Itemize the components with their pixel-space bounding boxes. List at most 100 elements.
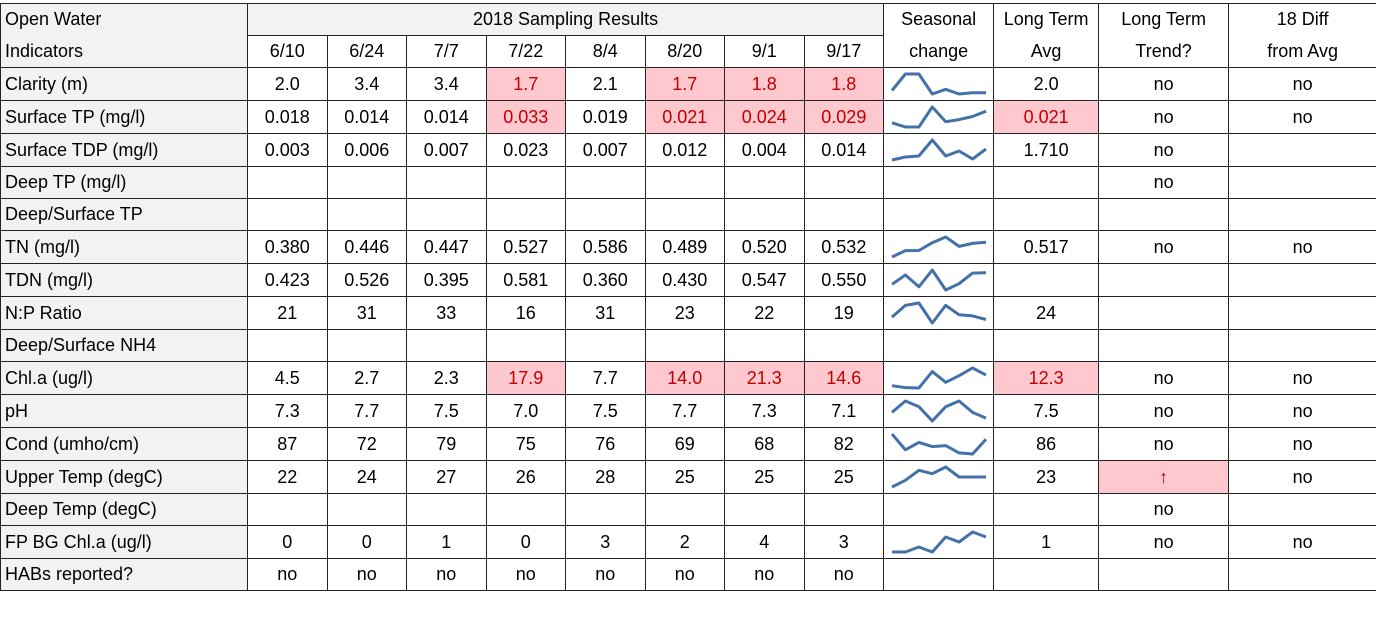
trend-cell: [1098, 329, 1230, 362]
avg-cell: [993, 558, 1100, 591]
value-cell: 0: [326, 525, 407, 559]
value-cell: [644, 166, 725, 199]
avg-cell: 0.517: [993, 230, 1100, 264]
diff-cell: [1228, 198, 1376, 231]
value-cell: 3.4: [326, 67, 407, 101]
trend-cell: no: [1098, 361, 1230, 395]
sparkline-path: [891, 399, 987, 423]
diff-cell: no: [1228, 394, 1376, 428]
value-cell: [406, 166, 487, 199]
results-table: Open Water 2018 Sampling Results Seasonal L…: [0, 3, 1376, 591]
value-cell: [644, 198, 725, 231]
indicator-label: FP BG Chl.a (ug/l): [0, 525, 248, 559]
value-cell: 1.7: [644, 67, 725, 101]
value-cell: 7.5: [406, 394, 487, 428]
data-row: Deep/Surface TP: [0, 198, 1376, 231]
sparkline-path: [891, 138, 988, 162]
avg-cell: 1: [993, 525, 1100, 559]
data-row: TDN (mg/l) 0.423 0.526 0.395 0.581 0.360 0.430…: [0, 263, 1376, 297]
trend-cell: no: [1098, 230, 1230, 264]
value-cell: [565, 166, 646, 199]
avg-cell: [993, 493, 1100, 526]
value-cell: no: [565, 558, 646, 591]
value-cell: 28: [565, 460, 646, 494]
value-cell: 16: [485, 296, 566, 330]
value-cell: 0.033: [485, 100, 566, 134]
avg-cell: 23: [993, 460, 1100, 494]
trend-cell: no: [1098, 133, 1230, 167]
header-cell: change: [883, 35, 995, 68]
value-cell: 2.3: [406, 361, 487, 395]
value-cell: 0.430: [644, 263, 725, 297]
value-cell: 17.9: [485, 361, 566, 395]
indicator-label: Surface TDP (mg/l): [0, 133, 248, 167]
header-cell: Trend?: [1098, 35, 1230, 68]
value-cell: 4: [724, 525, 805, 559]
value-cell: no: [644, 558, 725, 591]
value-cell: 0.586: [565, 230, 646, 264]
value-cell: no: [485, 558, 566, 591]
sparkline-cell: [883, 263, 995, 297]
sparkline: [891, 366, 987, 390]
value-cell: 4.5: [247, 361, 328, 395]
value-cell: 24: [326, 460, 407, 494]
value-cell: 22: [724, 296, 805, 330]
data-row: Deep TP (mg/l) no: [0, 166, 1376, 199]
avg-cell: 2.0: [993, 67, 1100, 101]
value-cell: no: [803, 558, 885, 591]
avg-cell: 7.5: [993, 394, 1100, 428]
value-cell: 79: [406, 427, 487, 461]
avg-cell: [993, 166, 1100, 199]
sparkline-path: [891, 366, 987, 390]
sparkline: [891, 105, 987, 129]
value-cell: 0.014: [803, 133, 885, 167]
avg-cell: 24: [993, 296, 1100, 330]
group-header: 2018 Sampling Results: [246, 3, 885, 36]
value-cell: 7.3: [247, 394, 328, 428]
sparkline-cell: [883, 67, 995, 101]
value-cell: 7.7: [644, 394, 725, 428]
value-cell: 25: [803, 460, 885, 494]
value-cell: [485, 329, 566, 362]
value-cell: [565, 493, 646, 526]
value-cell: 68: [724, 427, 805, 461]
value-cell: [803, 198, 885, 231]
date-header: 7/7: [406, 35, 487, 68]
sparkline-cell: [883, 361, 995, 395]
sparkline-path: [892, 530, 987, 554]
trend-cell: [1098, 263, 1230, 297]
value-cell: [485, 166, 566, 199]
sparkline-path: [890, 433, 988, 456]
value-cell: 0.520: [724, 230, 805, 264]
sparkline-cell: [883, 198, 995, 231]
header-row: Open Water 2018 Sampling Results Seasonal L…: [0, 3, 1376, 36]
value-cell: 31: [326, 296, 407, 330]
value-cell: 3.4: [406, 67, 487, 101]
header-cell: Avg: [993, 35, 1100, 68]
trend-cell: no: [1098, 394, 1230, 428]
sparkline-path: [891, 235, 987, 259]
header-cell: Long Term: [993, 3, 1100, 36]
value-cell: 0.019: [565, 100, 646, 134]
diff-cell: no: [1228, 427, 1376, 461]
indicator-label: N:P Ratio: [0, 296, 248, 330]
value-cell: [803, 166, 885, 199]
value-cell: no: [406, 558, 487, 591]
trend-cell: no: [1098, 525, 1230, 559]
value-cell: 0.024: [724, 100, 805, 134]
sparkline: [890, 72, 987, 96]
value-cell: [247, 329, 328, 362]
value-cell: [485, 198, 566, 231]
indicator-label: Cond (umho/cm): [0, 427, 248, 461]
value-cell: 21.3: [724, 361, 805, 395]
value-cell: 0.007: [565, 133, 646, 167]
value-cell: 1: [406, 525, 487, 559]
value-cell: [247, 198, 328, 231]
value-cell: 0.581: [485, 263, 566, 297]
sparkline-cell: [883, 329, 995, 362]
value-cell: [724, 166, 805, 199]
value-cell: [724, 329, 805, 362]
value-cell: 7.7: [326, 394, 407, 428]
data-row: Clarity (m) 2.0 3.4 3.4 1.7 2.1 1.7 1.8 1.8 2.0 no…: [0, 67, 1376, 101]
sparkline: [891, 235, 987, 259]
